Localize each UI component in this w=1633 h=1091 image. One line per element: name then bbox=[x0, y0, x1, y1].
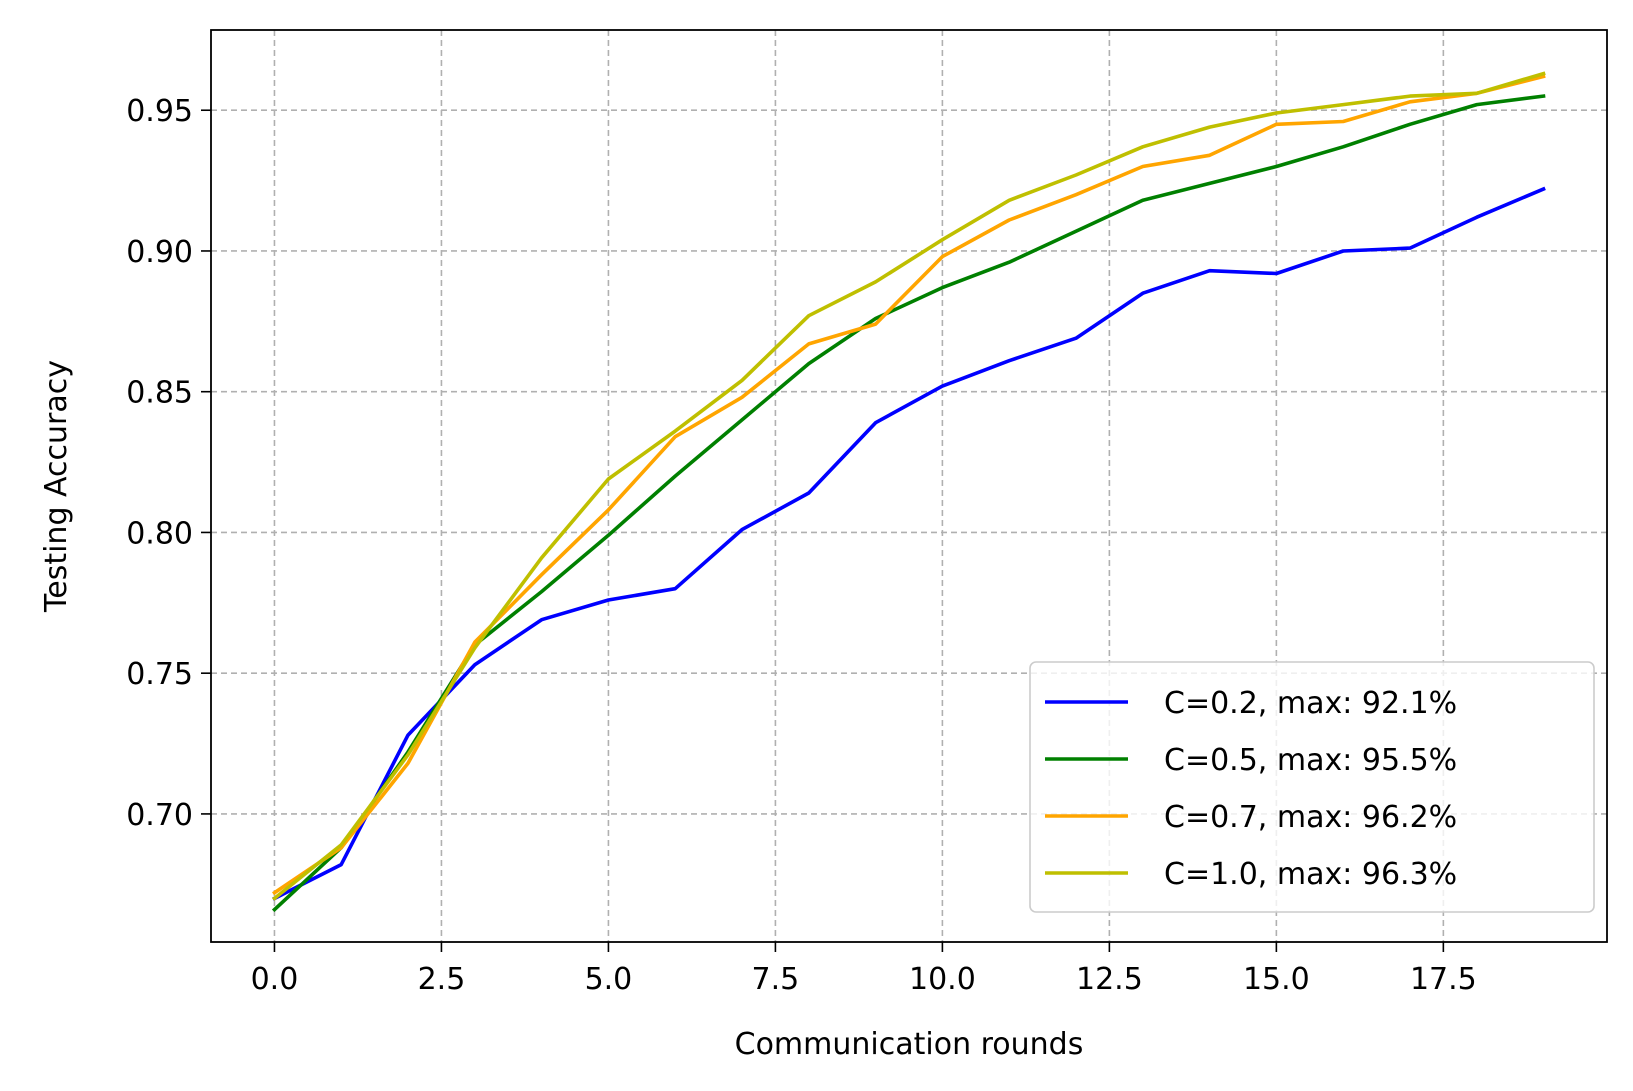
x-axis-label: Communication rounds bbox=[735, 1027, 1084, 1062]
axis-ticks: 0.0 2.5 5.0 7.5 10.0 12.5 15.0 17.5 0.70 0.75 0.80… bbox=[126, 94, 1477, 997]
legend-label-3: C=0.7, max: 96.2% bbox=[1164, 800, 1457, 835]
x-tick-label: 17.5 bbox=[1410, 962, 1477, 997]
y-tick-label: 0.90 bbox=[126, 235, 193, 270]
x-tick-label: 7.5 bbox=[752, 962, 800, 997]
x-tick-label: 15.0 bbox=[1243, 962, 1310, 997]
y-tick-label: 0.95 bbox=[126, 94, 193, 129]
plot-frame bbox=[210, 29, 1608, 943]
x-tick-label: 10.0 bbox=[909, 962, 976, 997]
y-tick-label: 0.75 bbox=[126, 657, 193, 692]
x-tick-label: 5.0 bbox=[585, 962, 633, 997]
y-axis-label: Testing Accuracy bbox=[39, 360, 74, 613]
series-line-4 bbox=[271, 71, 1546, 901]
series-line-2 bbox=[271, 94, 1546, 913]
x-tick-label: 12.5 bbox=[1076, 962, 1143, 997]
legend: C=0.2, max: 92.1% C=0.5, max: 95.5% C=0.7,… bbox=[1029, 661, 1595, 913]
x-tick-label: 2.5 bbox=[418, 962, 466, 997]
legend-box bbox=[1029, 661, 1595, 913]
x-tick-label: 0.0 bbox=[251, 962, 299, 997]
series-line-1 bbox=[272, 186, 1546, 901]
legend-label-1: C=0.2, max: 92.1% bbox=[1164, 686, 1457, 721]
legend-label-2: C=0.5, max: 95.5% bbox=[1164, 743, 1457, 778]
y-tick-label: 0.70 bbox=[126, 798, 193, 833]
y-tick-label: 0.85 bbox=[126, 376, 193, 411]
legend-label-4: C=1.0, max: 96.3% bbox=[1164, 857, 1457, 892]
series-lines bbox=[271, 71, 1546, 913]
y-tick-label: 0.80 bbox=[126, 516, 193, 551]
